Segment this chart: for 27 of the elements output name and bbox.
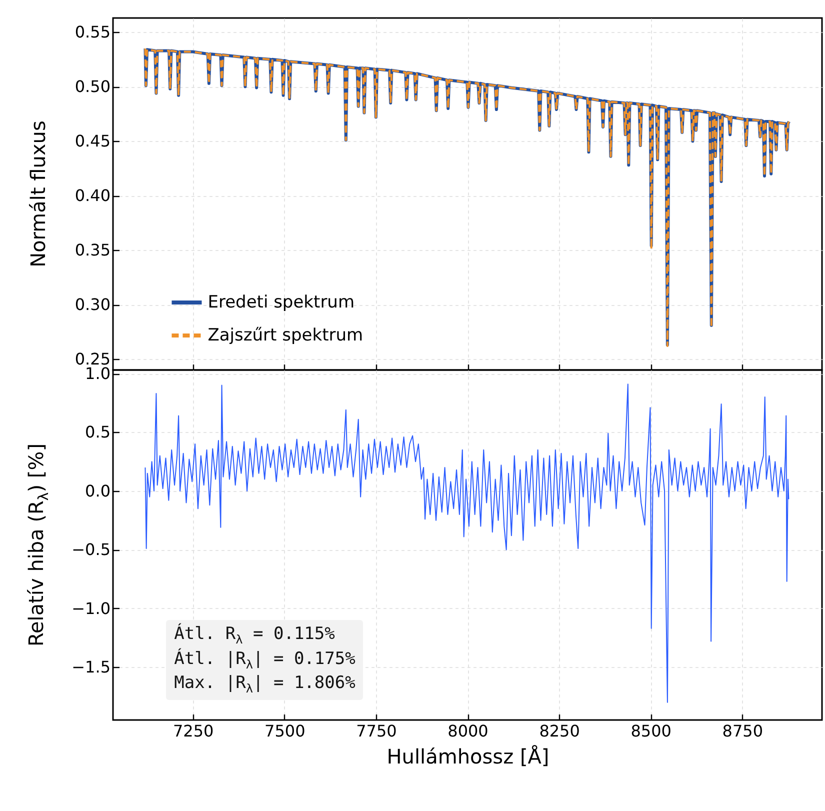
x-tick-label: 8000 (448, 722, 488, 740)
x-tick-label: 7500 (264, 722, 306, 740)
y-tick-label: 0.35 (74, 240, 110, 260)
y-axis-title: Normált fluxus (26, 120, 50, 268)
annotation: Max. |R$_{λ}$| = 1.806% (174, 673, 356, 696)
y-tick-label: 0.0 (85, 481, 110, 500)
y-tick-label: 0.55 (74, 22, 110, 42)
legend-label: Zajszűrt spektrum (208, 326, 364, 346)
y-tick-label: −0.5 (72, 540, 110, 560)
line-series (144, 384, 790, 703)
x-tick-label: 8750 (722, 722, 764, 740)
y-tick-label: 0.5 (85, 422, 110, 442)
x-tick-label: 8250 (539, 722, 580, 740)
annotation: Átl. R$_{λ}$ = 0.115% (174, 624, 335, 647)
legend-label: Eredeti spektrum (208, 292, 355, 313)
annotation: Átl. |R$_{λ}$| = 0.175% (174, 648, 356, 672)
y-tick-label: 0.50 (74, 77, 110, 96)
x-tick-label: 8500 (630, 722, 672, 740)
x-tick-label: 7250 (172, 722, 214, 740)
y-tick-label: −1.5 (72, 658, 110, 677)
y-tick-label: 0.30 (74, 295, 110, 314)
y-tick-label: 0.45 (74, 132, 110, 151)
x-tick-label: 7750 (356, 722, 397, 740)
y-tick-label: 0.40 (74, 186, 110, 206)
y-tick-label: −1.0 (72, 598, 110, 618)
y-tick-label: 1.0 (85, 364, 110, 384)
x-axis-title: Hullámhossz [Å] (386, 744, 550, 768)
